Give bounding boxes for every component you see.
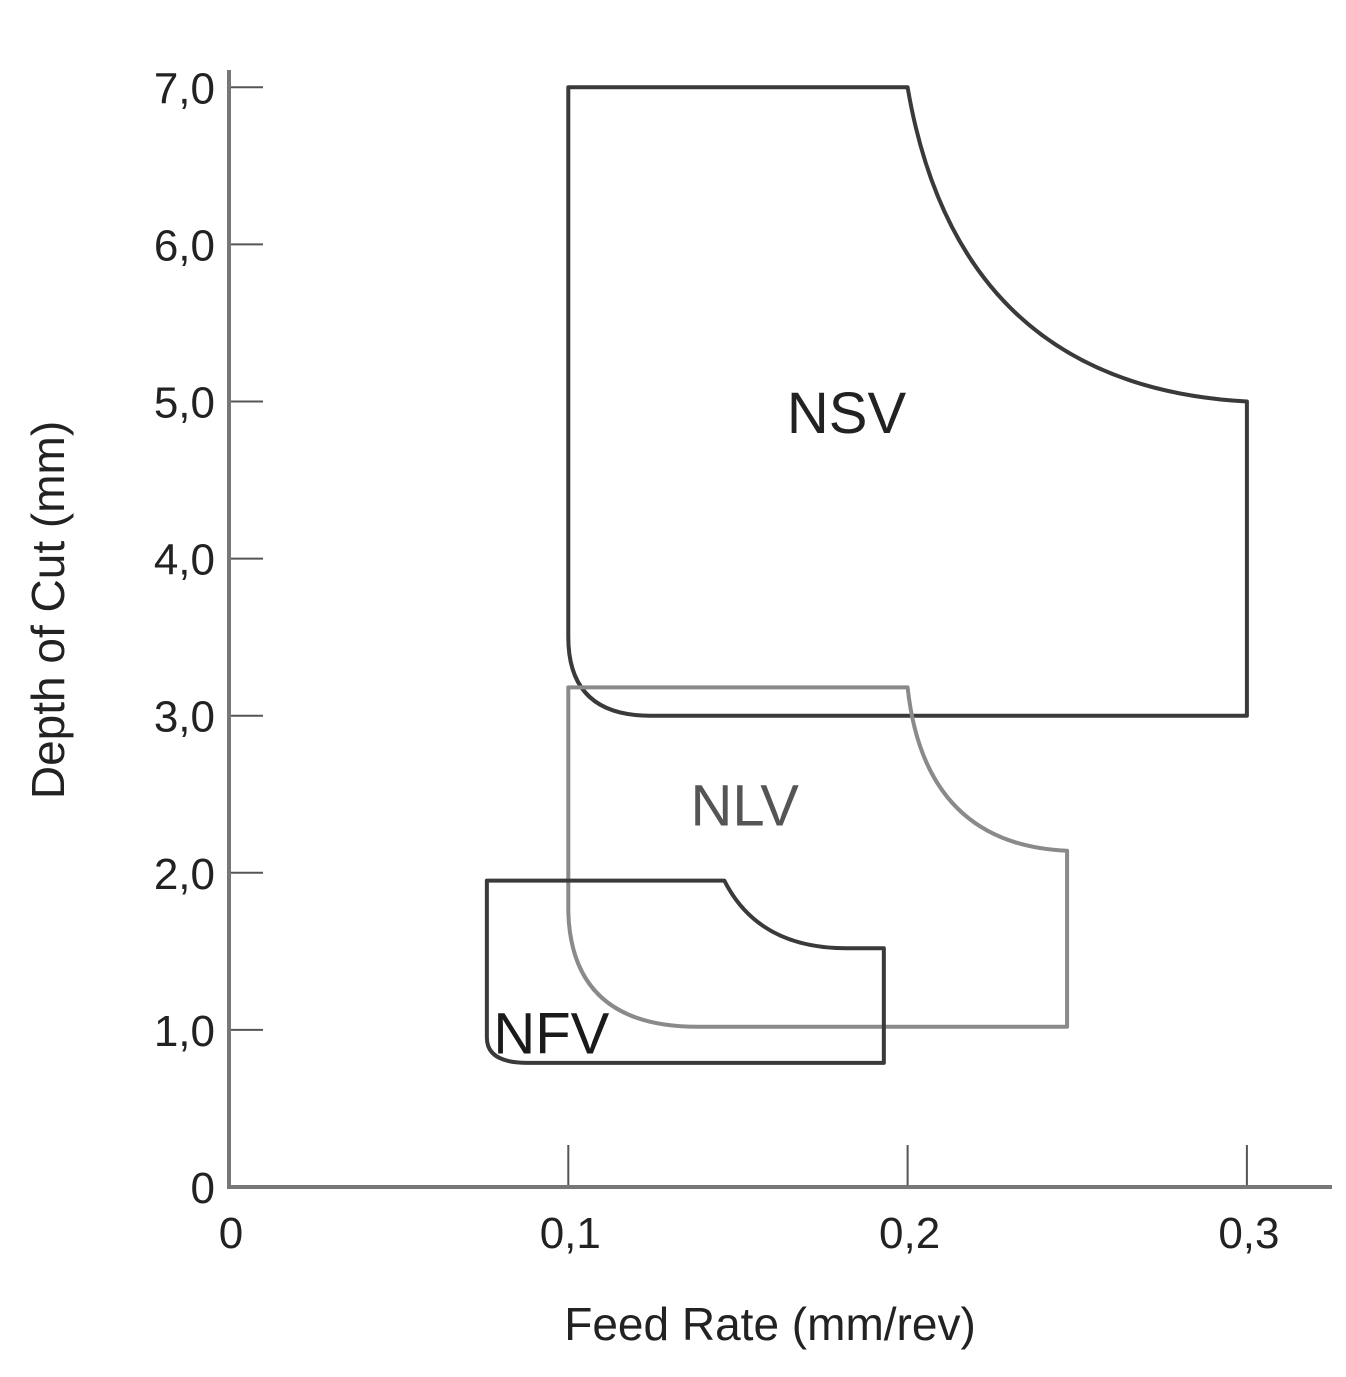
region-nsv-outline [566, 85, 1249, 718]
x-tick-label: 0,1 [540, 1209, 601, 1258]
y-tick-label: 3,0 [154, 693, 215, 742]
y-axis-label: Depth of Cut (mm) [22, 421, 74, 799]
x-tick-label: 0,2 [879, 1209, 940, 1258]
y-tick-label: 6,0 [154, 221, 215, 270]
x-ticks: 0 0,1 0,2 0,3 [219, 1145, 1279, 1258]
y-tick-label: 2,0 [154, 850, 215, 899]
region-nfv-outline [484, 878, 886, 1065]
y-tick-label: 7,0 [154, 64, 215, 113]
x-tick-label: 0,3 [1218, 1209, 1279, 1258]
y-tick-label: 4,0 [154, 536, 215, 585]
y-tick-label: 0 [191, 1164, 215, 1213]
region-nlv-label: NLV [690, 774, 799, 839]
x-axis-label: Feed Rate (mm/rev) [564, 1298, 976, 1350]
region-nsv-label: NSV [787, 381, 907, 446]
x-tick-label: 0 [219, 1209, 243, 1258]
y-ticks: 0 1,0 2,0 3,0 4,0 5,0 6,0 7,0 [154, 64, 263, 1213]
region-nlv-outline [566, 685, 1070, 1029]
regions-layer: NSV NLV NFV [484, 85, 1249, 1066]
region-nfv-label: NFV [493, 1001, 609, 1066]
y-tick-label: 1,0 [154, 1007, 215, 1056]
y-tick-label: 5,0 [154, 379, 215, 428]
